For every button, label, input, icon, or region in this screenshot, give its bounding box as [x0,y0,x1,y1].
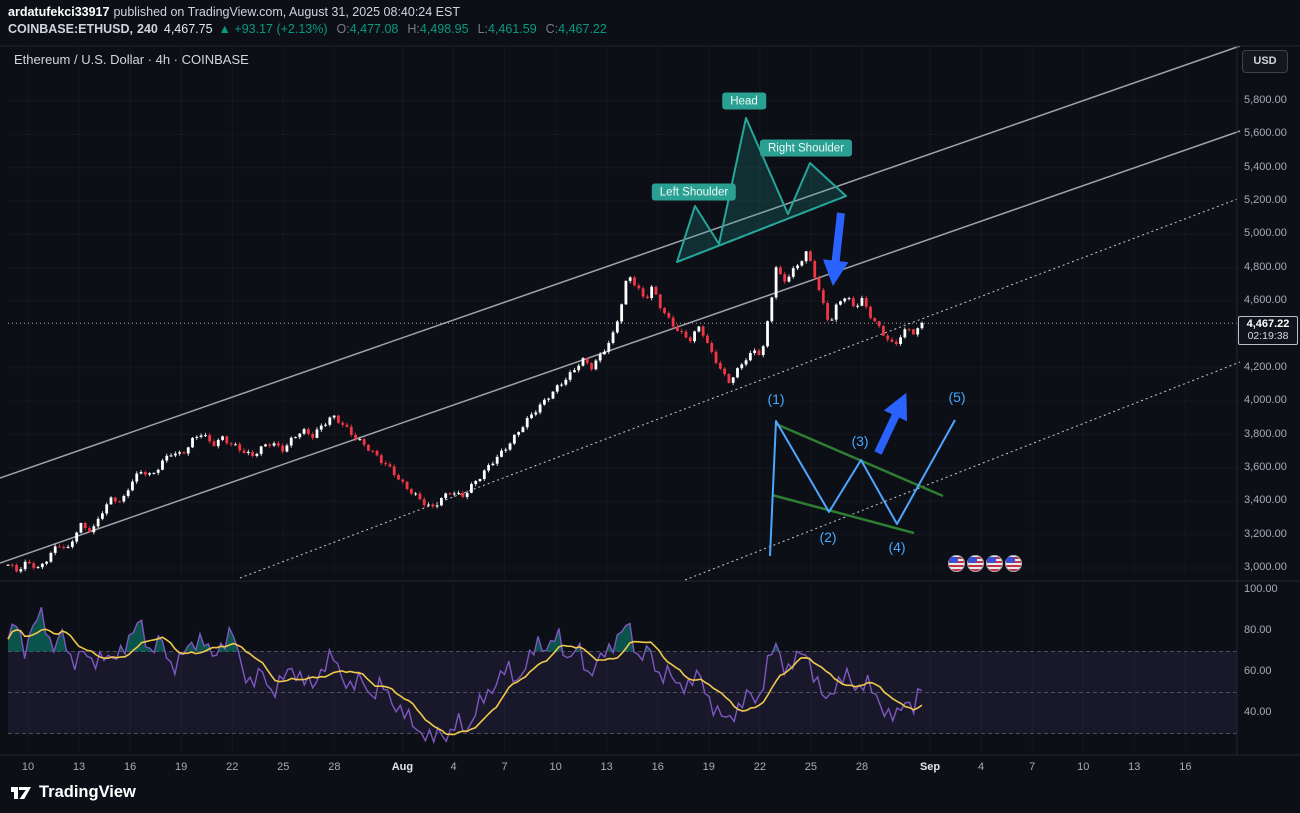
interval-value: 240 [137,22,158,36]
close-label: C: [545,22,559,36]
symbol-name: COINBASE:ETHUSD, [8,22,134,36]
last-trade-price: 4,467.75 [163,22,213,36]
high-label: H: [407,22,420,36]
tradingview-footer[interactable]: TradingView [10,783,136,802]
low-label: L: [477,22,488,36]
open-label: O: [336,22,350,36]
last-price-value: 4,467.22 [1246,318,1290,331]
high-value: 4,498.95 [419,22,469,36]
countdown-timer: 02:19:38 [1247,330,1289,343]
close-value: 4,467.22 [558,22,607,36]
currency-usd-button[interactable]: USD [1242,50,1288,73]
byline: ardatufekci33917 published on TradingView… [8,5,460,19]
tradingview-brand: TradingView [39,783,136,801]
author-username: ardatufekci33917 [8,5,110,19]
price-change: ▲ +93.17 (+2.13%) [218,22,328,36]
low-value: 4,461.59 [488,22,537,36]
tradingview-logo-icon [11,786,31,799]
last-price-label: 4,467.22 02:19:38 [1238,316,1298,346]
chart-title: Ethereum / U.S. Dollar · 4h · COINBASE [14,52,249,67]
published-text: published on TradingView.com, August 31,… [113,5,460,19]
open-value: 4,477.08 [349,22,399,36]
symbol-info-bar: COINBASE:ETHUSD, 240 4,467.75 ▲ +93.17 (+2.… [8,22,607,36]
